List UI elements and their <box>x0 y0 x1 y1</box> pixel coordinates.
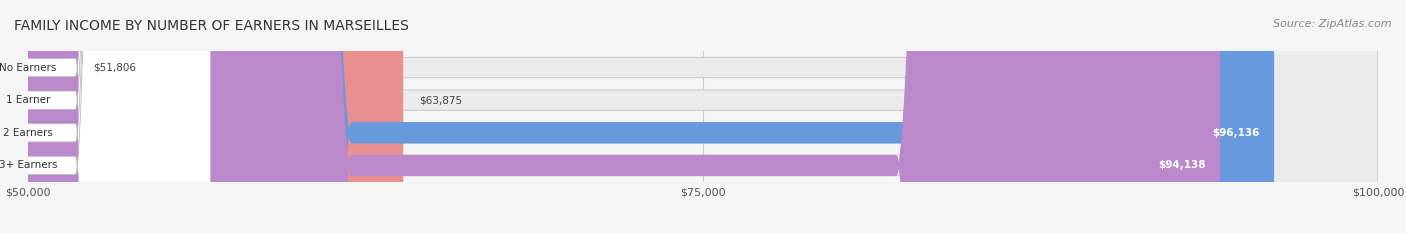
Text: Source: ZipAtlas.com: Source: ZipAtlas.com <box>1274 19 1392 29</box>
FancyBboxPatch shape <box>28 0 402 233</box>
FancyBboxPatch shape <box>0 0 211 233</box>
FancyBboxPatch shape <box>28 0 1378 233</box>
FancyBboxPatch shape <box>0 0 211 233</box>
FancyBboxPatch shape <box>28 0 1274 233</box>
FancyBboxPatch shape <box>28 0 1378 233</box>
Text: No Earners: No Earners <box>0 63 56 72</box>
FancyBboxPatch shape <box>28 0 1378 233</box>
Text: 2 Earners: 2 Earners <box>3 128 53 138</box>
Text: $51,806: $51,806 <box>93 63 136 72</box>
Text: $63,875: $63,875 <box>419 95 463 105</box>
Text: $94,138: $94,138 <box>1159 161 1206 170</box>
FancyBboxPatch shape <box>28 0 1219 233</box>
FancyBboxPatch shape <box>0 0 352 233</box>
Text: FAMILY INCOME BY NUMBER OF EARNERS IN MARSEILLES: FAMILY INCOME BY NUMBER OF EARNERS IN MA… <box>14 19 409 33</box>
FancyBboxPatch shape <box>0 0 211 233</box>
Text: 1 Earner: 1 Earner <box>6 95 51 105</box>
Text: $96,136: $96,136 <box>1213 128 1260 138</box>
FancyBboxPatch shape <box>0 0 211 233</box>
Text: 3+ Earners: 3+ Earners <box>0 161 58 170</box>
FancyBboxPatch shape <box>28 0 1378 233</box>
